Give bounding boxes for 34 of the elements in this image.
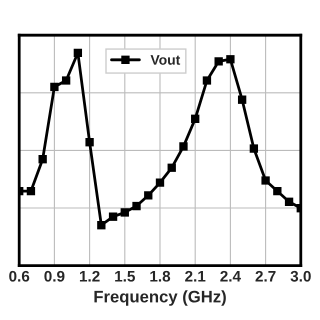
x-tick-label: 2.7 [256,270,276,282]
point [202,76,212,85]
x-tick-label: 1.5 [115,271,135,282]
point [62,76,70,85]
point [26,186,36,196]
x-tick-label: 0.6 [9,270,30,282]
point [191,114,200,123]
x-tick-label: 2.4 [220,270,241,282]
point [284,198,294,206]
point [108,212,118,221]
point [168,164,176,172]
point [273,186,282,196]
point [74,48,82,58]
x-tick-label: 1.8 [150,270,170,282]
x-tick-label: 3.0 [290,270,311,282]
point [238,95,246,104]
point [50,82,59,92]
point [85,138,94,146]
point [38,155,47,164]
x-tick-label: 2.1 [185,270,206,282]
point [120,208,129,217]
point [156,178,164,187]
point [132,202,141,210]
point [250,144,258,153]
point [261,176,270,185]
point [144,191,152,200]
point [226,55,235,64]
x-tick-label: 1.2 [80,270,100,282]
x-axis-title: Frequency (GHz) [94,290,226,306]
legend-label: Vout [150,55,180,65]
point [179,142,188,151]
point [97,221,106,230]
x-tick-label: 0.9 [44,270,64,282]
point [214,57,223,66]
